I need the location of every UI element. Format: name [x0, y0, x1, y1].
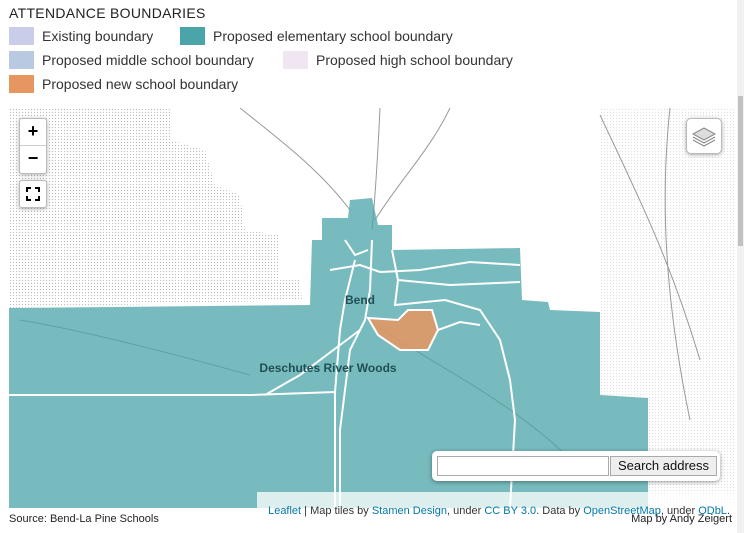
- scrollbar: [737, 0, 744, 533]
- search-button[interactable]: Search address: [610, 456, 717, 476]
- link[interactable]: ODbL: [698, 505, 727, 517]
- credit: Map by Andy Zeigert: [631, 513, 732, 525]
- dotted-terrain: [9, 108, 302, 308]
- zoom-out[interactable]: −: [27, 148, 39, 168]
- legend-label: Existing boundary: [42, 28, 154, 44]
- legend-swatch: [9, 75, 34, 93]
- zoom-in[interactable]: +: [20, 119, 46, 146]
- attribution: Leaflet | Map tiles by Stamen Design, un…: [256, 492, 735, 518]
- legend-label: Proposed middle school boundary: [42, 52, 254, 68]
- legend-label: Proposed elementary school boundary: [213, 28, 453, 44]
- fullscreen-icon: [26, 187, 40, 201]
- scrollbar-thumb[interactable]: [738, 96, 743, 246]
- text: | Map tiles by: [301, 505, 372, 517]
- layers-icon: [691, 127, 717, 147]
- layers-button[interactable]: [686, 118, 722, 154]
- legend-swatch: [9, 51, 34, 69]
- legend-swatch: [283, 51, 308, 69]
- text: , under: [447, 505, 485, 517]
- legend-label: Proposed new school boundary: [42, 76, 239, 92]
- zoom-control: + −: [19, 118, 47, 174]
- place-label: Bend: [345, 293, 375, 307]
- title: ATTENDANCE BOUNDARIES: [9, 5, 206, 21]
- link[interactable]: Leaflet: [268, 505, 302, 517]
- legend-swatch: [9, 27, 34, 45]
- place-label: Deschutes River Woods: [259, 361, 396, 375]
- source: Source: Bend-La Pine Schools: [9, 513, 159, 525]
- link[interactable]: Stamen Design: [371, 505, 448, 517]
- link[interactable]: OpenStreetMap: [583, 505, 661, 517]
- fullscreen-button[interactable]: [19, 180, 47, 208]
- text: , under: [660, 505, 699, 517]
- dotted-terrain: [600, 108, 736, 508]
- link[interactable]: CC BY 3.0: [484, 505, 537, 517]
- text: .: [726, 505, 730, 517]
- text: . Data by: [536, 505, 584, 517]
- boundary-lines: [9, 239, 521, 508]
- legend-swatch: [180, 27, 205, 45]
- search-input[interactable]: [437, 456, 609, 476]
- legend-label: Proposed high school boundary: [316, 52, 513, 68]
- map[interactable]: Bend Deschutes River Woods: [9, 108, 736, 508]
